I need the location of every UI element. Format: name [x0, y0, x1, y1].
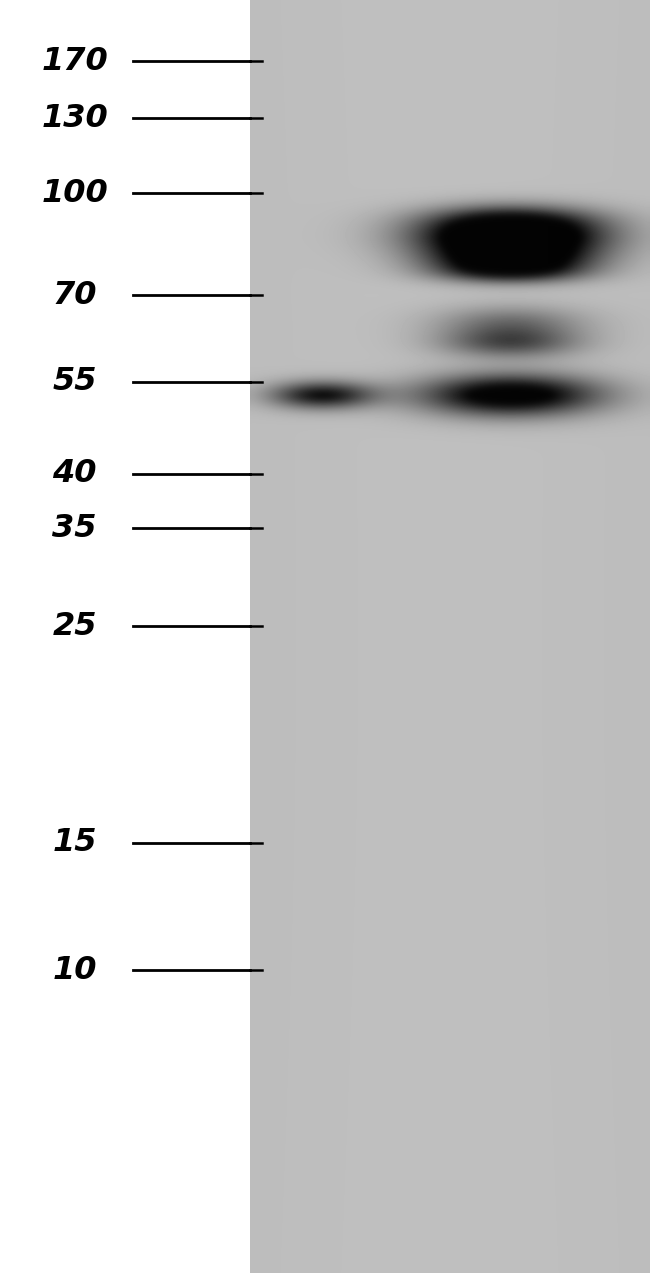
Text: 10: 10 — [53, 955, 97, 985]
Text: 55: 55 — [53, 367, 97, 397]
Text: 40: 40 — [53, 458, 97, 489]
Text: 15: 15 — [53, 827, 97, 858]
Text: 130: 130 — [42, 103, 108, 134]
Bar — [0, 0, 250, 1273]
Bar — [250, 0, 650, 1273]
Text: 35: 35 — [53, 513, 97, 544]
Text: 170: 170 — [42, 46, 108, 76]
Text: 70: 70 — [53, 280, 97, 311]
Text: 100: 100 — [42, 178, 108, 209]
Text: 25: 25 — [53, 611, 97, 642]
